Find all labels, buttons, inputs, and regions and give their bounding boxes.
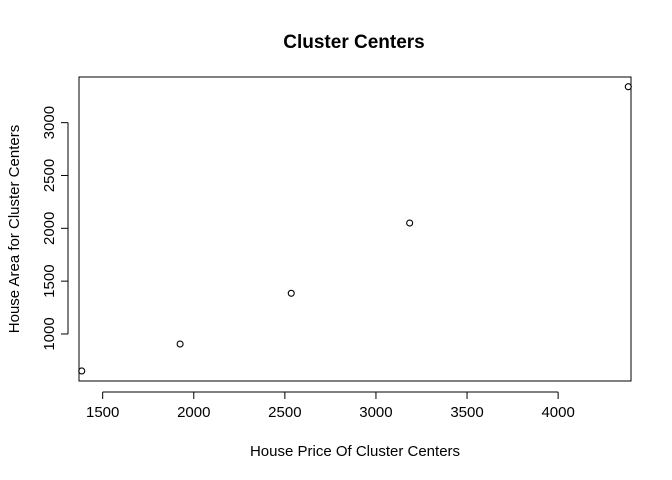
x-tick-label: 3500 [450, 404, 483, 421]
plot-frame [78, 76, 632, 382]
x-axis-label: House Price Of Cluster Centers [250, 443, 460, 460]
data-point [176, 340, 184, 348]
y-axis: 1000 1500 2000 2500 3000 [41, 106, 69, 351]
chart-title: Cluster Centers [283, 32, 425, 53]
data-point [624, 83, 632, 91]
y-tick-label: 2000 [41, 212, 58, 245]
x-tick-label: 4000 [541, 404, 574, 421]
y-axis-label: House Area for Cluster Centers [6, 125, 23, 333]
y-tick-label: 1500 [41, 264, 58, 297]
x-tick-label: 1500 [86, 404, 119, 421]
y-tick-label: 2500 [41, 159, 58, 192]
x-tick-label: 2000 [177, 404, 210, 421]
data-point [78, 367, 86, 375]
data-point [287, 289, 295, 297]
data-point [406, 219, 414, 227]
x-axis: 1500 2000 2500 3000 3500 4000 [86, 391, 575, 421]
y-tick-label: 3000 [41, 106, 58, 139]
y-tick-label: 1000 [41, 317, 58, 350]
data-points [78, 83, 632, 375]
x-tick-label: 3000 [359, 404, 392, 421]
x-tick-label: 2500 [268, 404, 301, 421]
